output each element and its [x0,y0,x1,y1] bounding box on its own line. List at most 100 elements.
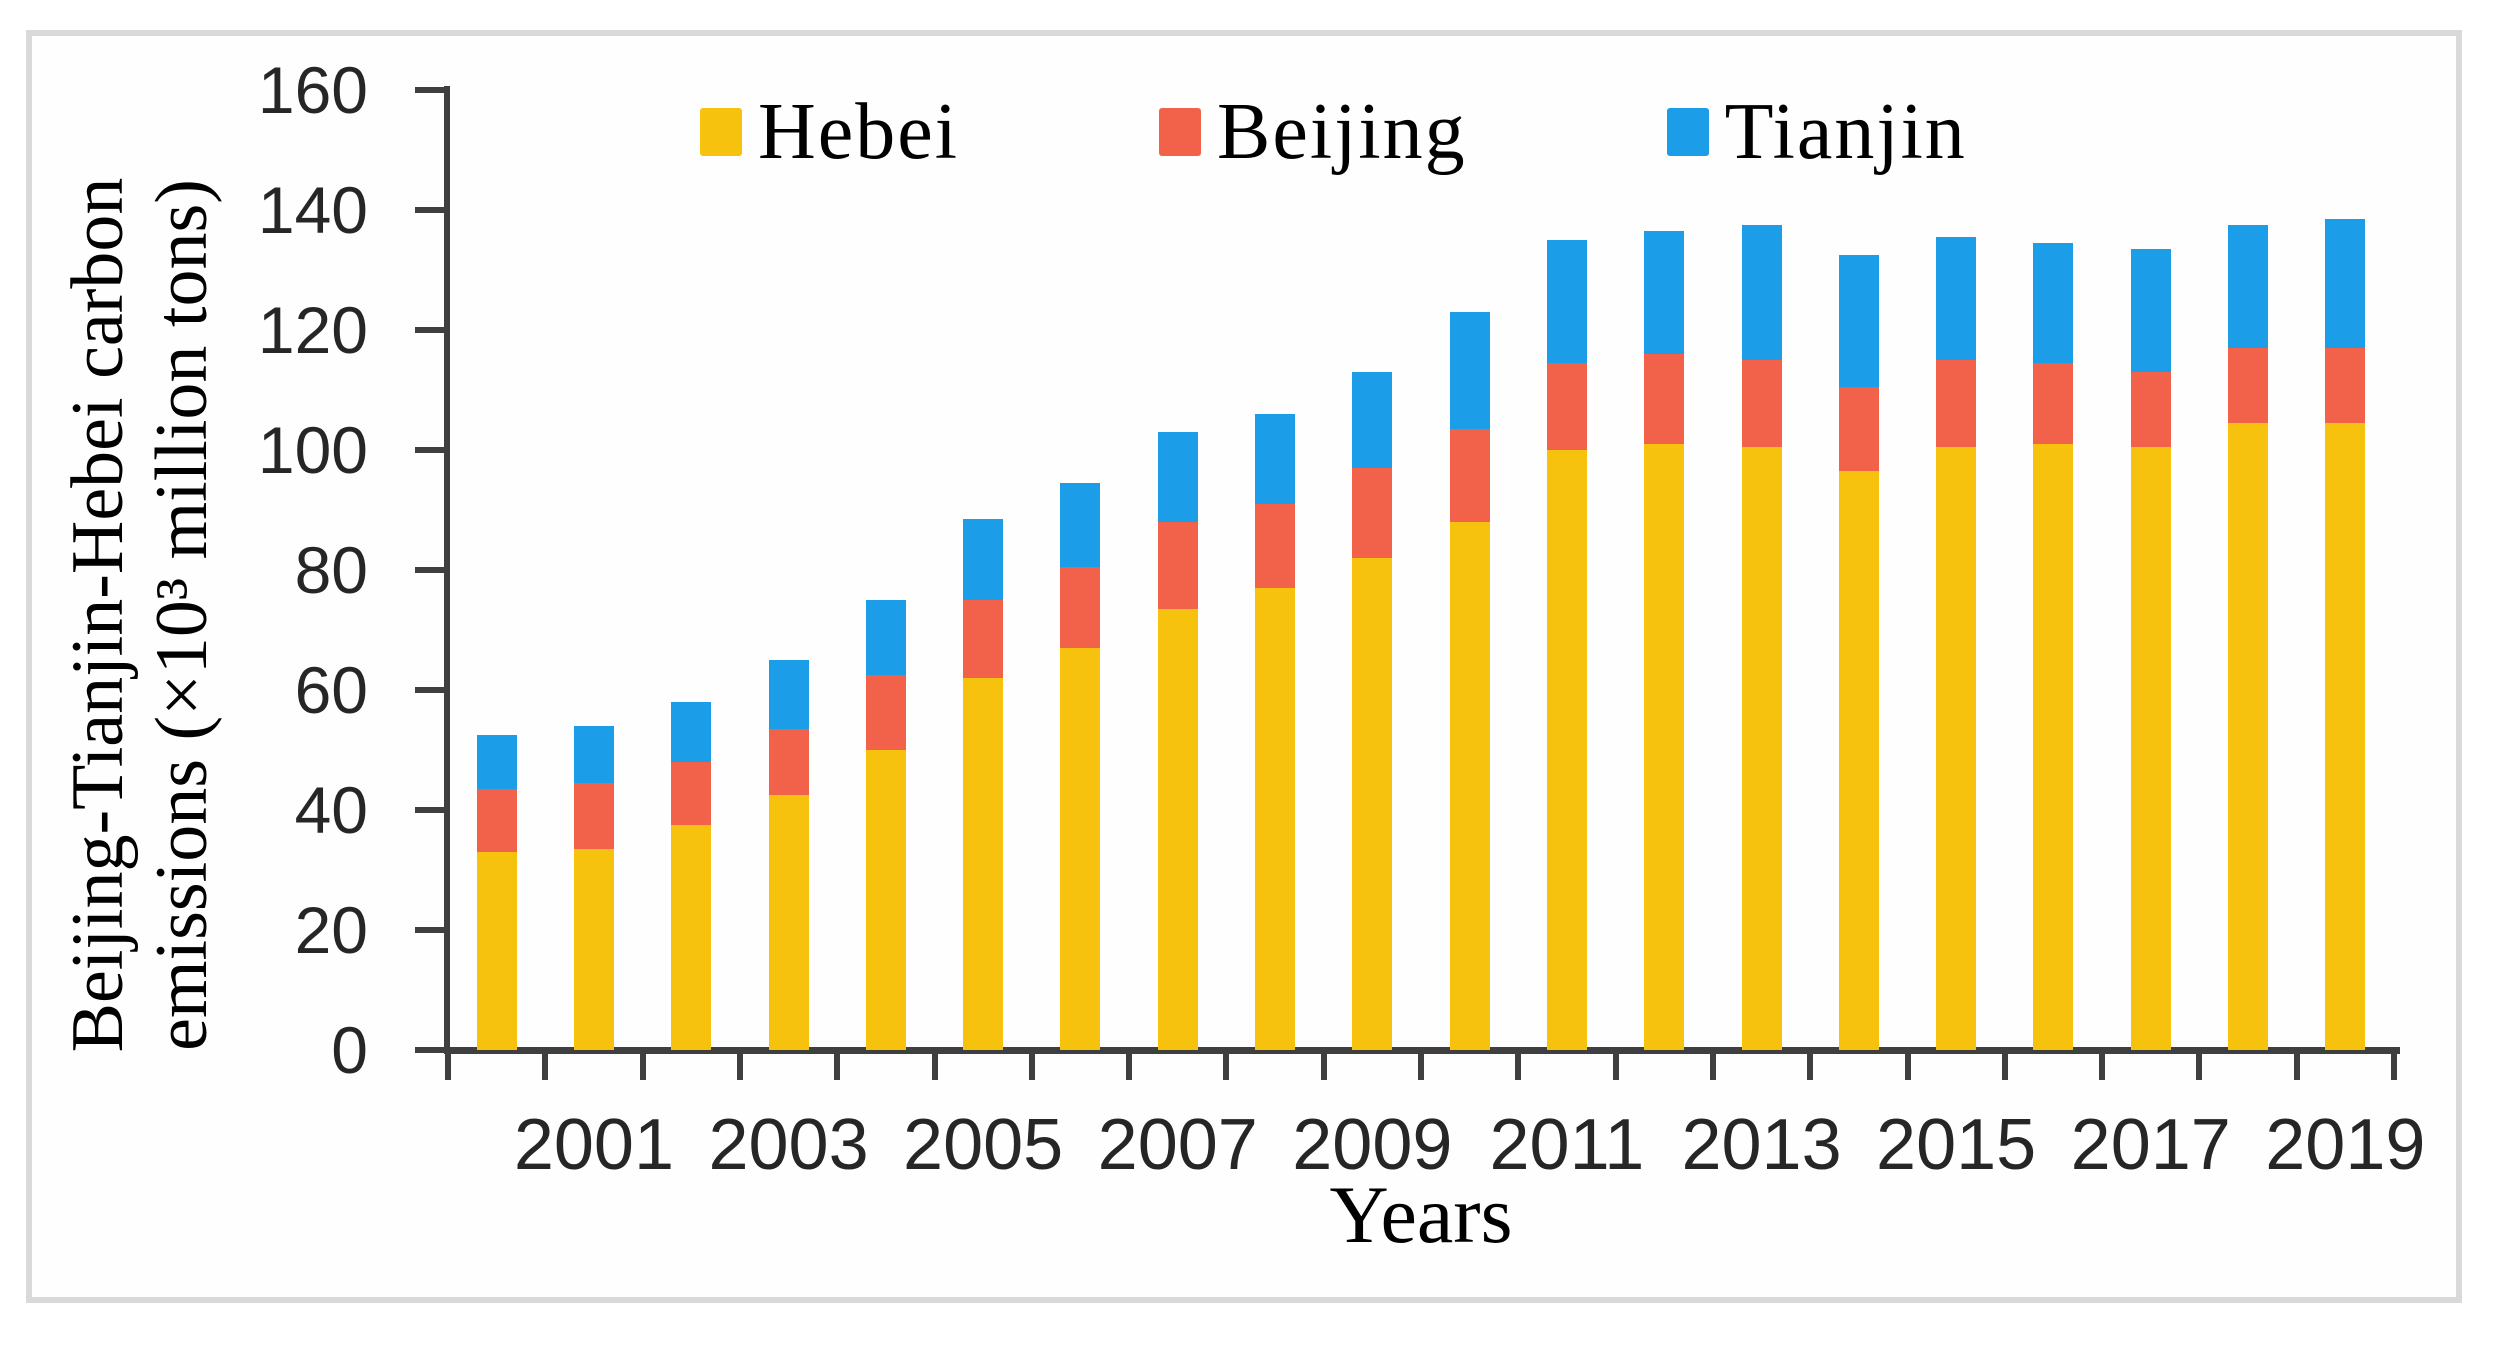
x-axis-tick [1709,1054,1716,1080]
x-axis-tick-label: 2001 [513,1105,675,1185]
x-axis-tick [1223,1054,1230,1080]
bar-2010-hebei [1449,522,1490,1050]
bar-2002-hebei [671,825,712,1050]
bar-2016-hebei [2033,444,2074,1050]
x-axis-tick-label: 2013 [1681,1105,1842,1185]
bar-2017-hebei [2130,447,2171,1050]
x-axis-tick [1418,1054,1424,1080]
x-axis-tick [2099,1054,2106,1080]
x-axis-tick [639,1054,646,1080]
x-axis-tick [2391,1054,2397,1080]
bar-2009-tianjin [1352,372,1393,468]
x-axis-line [444,1047,2400,1054]
bar-2001-beijing [573,783,614,849]
x-axis-title: Years [1329,1169,1513,1260]
bar-2002-beijing [671,762,712,825]
bar-2001-tianjin [573,726,614,783]
bar-2013-beijing [1741,360,1782,447]
bar-2008-beijing [1255,504,1296,588]
bar-2018-tianjin [2228,225,2269,348]
bar-2015-hebei [1936,447,1977,1050]
bar-2007-hebei [1157,609,1198,1050]
y-axis-tick-label: 120 [257,293,368,367]
y-axis-tick [415,567,445,573]
bar-2000-hebei [476,852,517,1050]
bar-2006-beijing [1060,567,1101,648]
x-axis-tick [1028,1054,1035,1080]
x-axis-tick [736,1054,743,1080]
y-axis-tick [415,327,445,333]
x-axis-tick-label: 2007 [1097,1105,1258,1185]
legend-label-beijing: Beijing [1217,88,1467,176]
x-axis-tick [1807,1054,1814,1080]
bar-2017-tianjin [2130,249,2171,372]
bar-2011-beijing [1546,363,1587,450]
bar-2005-tianjin [963,519,1004,600]
y-axis-tick [415,1047,445,1053]
bar-2016-beijing [2033,363,2074,444]
bar-2017-beijing [2130,372,2171,447]
bar-2005-beijing [963,600,1004,678]
bar-2016-tianjin [2033,243,2074,363]
chart-legend: Hebei Beijing Tianjin [700,92,1967,172]
x-axis-tick-label: 2017 [2070,1105,2231,1185]
x-axis-tick [542,1054,549,1080]
y-axis-tick-label: 80 [294,533,368,607]
y-axis-tick [415,447,445,453]
bar-2011-tianjin [1546,240,1587,363]
y-axis-tick [415,807,445,813]
x-axis-tick [1126,1054,1133,1080]
y-axis-tick-label: 100 [257,413,368,487]
legend-swatch-hebei-icon [700,108,742,156]
y-axis-tick [415,87,445,93]
x-axis-tick [1320,1054,1327,1080]
bar-2009-beijing [1352,468,1393,558]
bar-2012-beijing [1644,354,1685,444]
bar-2008-hebei [1255,588,1296,1050]
y-axis-tick-label: 140 [257,173,368,247]
bar-2014-tianjin [1838,255,1879,387]
legend-item-hebei: Hebei [700,92,959,172]
bar-2009-hebei [1352,558,1393,1050]
bar-2006-hebei [1060,648,1101,1050]
x-axis-tick-label: 2011 [1489,1105,1645,1185]
bar-2003-hebei [768,795,809,1050]
y-axis-tick [415,207,445,213]
bar-2008-tianjin [1255,414,1296,504]
bar-2007-tianjin [1157,432,1198,522]
bar-2010-beijing [1449,429,1490,522]
x-axis-tick [2001,1054,2008,1080]
x-axis-tick-label: 2009 [1292,1105,1453,1185]
x-axis-tick-label: 2015 [1876,1105,2037,1185]
bar-2018-hebei [2228,423,2269,1050]
bar-2004-beijing [865,675,906,750]
bar-2003-tianjin [768,660,809,729]
y-axis-tick-label: 40 [294,773,368,847]
bar-2002-tianjin [671,702,712,762]
bar-2012-tianjin [1644,231,1685,354]
bar-2000-tianjin [476,735,517,789]
y-axis-tick-label: 160 [257,53,368,127]
x-axis-tick [2293,1054,2300,1080]
y-axis-tick [415,927,445,933]
bar-2004-hebei [865,750,906,1050]
legend-swatch-tianjin-icon [1666,108,1709,156]
legend-label-tianjin: Tianjin [1724,88,1967,176]
bar-2013-tianjin [1741,225,1782,360]
bar-2019-tianjin [2325,219,2366,348]
bar-2006-tianjin [1060,483,1101,567]
y-axis-title-line1: Beijing-Tianjin-Hebei carbon [57,177,139,1053]
y-axis-tick-label: 20 [294,893,368,967]
bar-2010-tianjin [1449,312,1490,429]
y-axis-tick-label: 60 [294,653,368,727]
x-axis-tick [1515,1054,1522,1080]
x-axis-tick [834,1054,841,1080]
bar-2019-hebei [2325,423,2366,1050]
x-axis-tick [2196,1054,2203,1080]
bar-2007-beijing [1157,522,1198,609]
x-axis-tick-label: 2019 [2265,1105,2426,1185]
x-axis-tick [445,1054,451,1080]
x-axis-tick [1612,1054,1619,1080]
y-axis-line [444,86,450,1054]
